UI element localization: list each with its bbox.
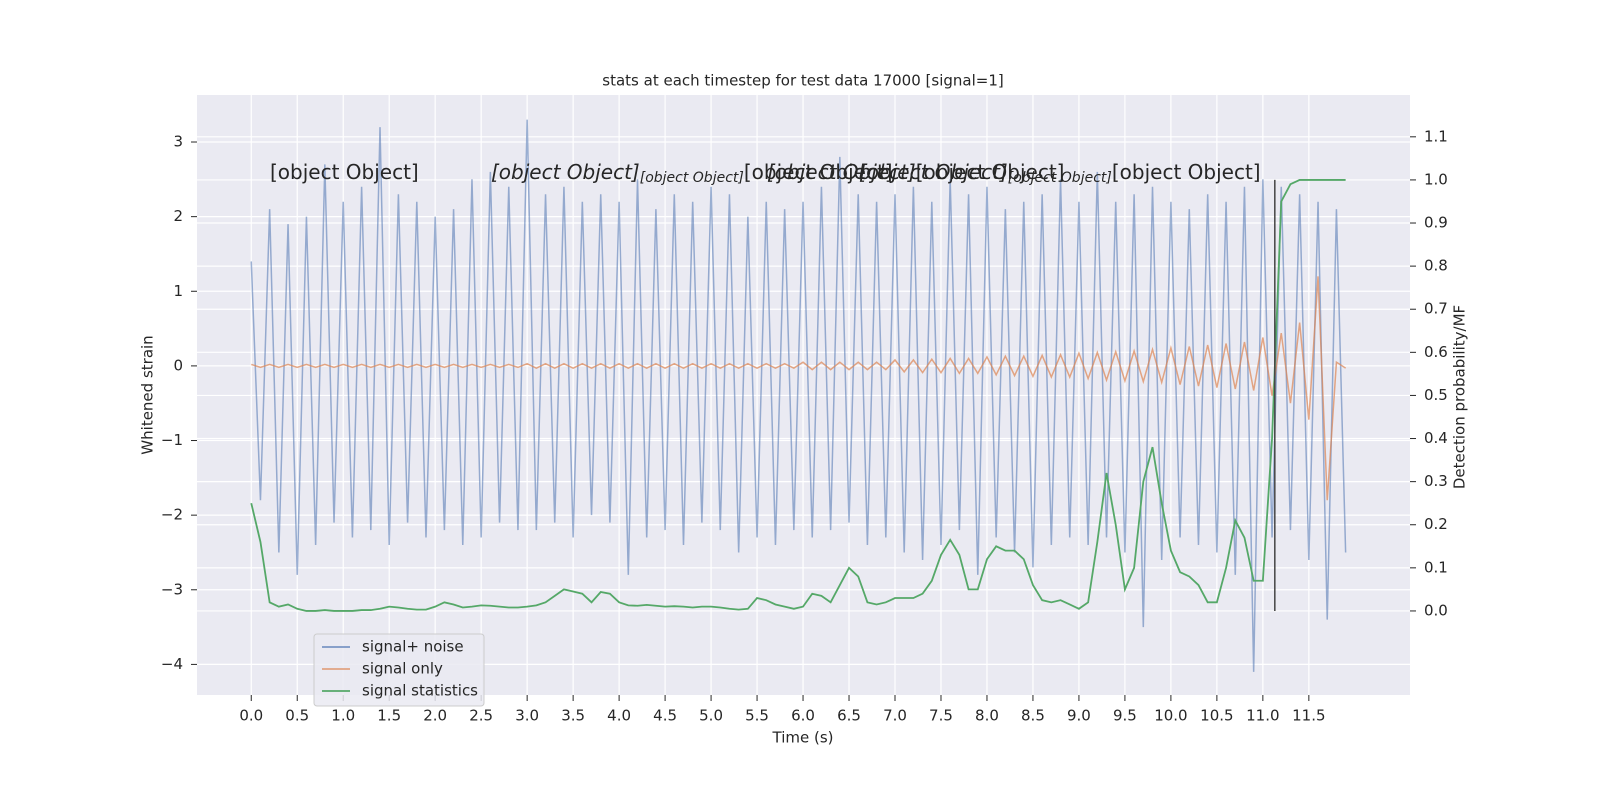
x-tick-label: 10.0 bbox=[1154, 707, 1187, 725]
legend-label: signal statistics bbox=[362, 682, 478, 700]
y2-tick-label: 1.0 bbox=[1424, 170, 1448, 188]
y2-axis-label: Detection probability/MF bbox=[1451, 305, 1469, 489]
y2-tick-label: 0.6 bbox=[1424, 343, 1448, 361]
x-tick-label: 11.5 bbox=[1292, 707, 1325, 725]
annotation: [object Object][object Object][object Ob… bbox=[859, 160, 1261, 187]
annotation-part: [object Object] bbox=[767, 160, 916, 184]
y-tick-label: −1 bbox=[161, 431, 183, 449]
x-tick-label: 8.5 bbox=[1021, 707, 1045, 725]
y2-tick-label: 1.1 bbox=[1424, 127, 1448, 145]
x-tick-label: 3.0 bbox=[515, 707, 539, 725]
annotation: [object Object][object Object][object Ob… bbox=[491, 160, 893, 187]
x-tick-label: 3.5 bbox=[561, 707, 585, 725]
x-tick-label: 9.5 bbox=[1113, 707, 1137, 725]
x-tick-label: 10.5 bbox=[1200, 707, 1233, 725]
y-axis-label: Whitened strain bbox=[139, 335, 157, 454]
y-tick-label: 1 bbox=[173, 282, 183, 300]
y2-tick-label: 0.3 bbox=[1424, 472, 1448, 490]
y-tick-label: −3 bbox=[161, 580, 183, 598]
y2-tick-label: 0.1 bbox=[1424, 558, 1448, 576]
chart-title: stats at each timestep for test data 170… bbox=[602, 72, 1003, 90]
y2-tick-label: 0.9 bbox=[1424, 214, 1448, 232]
x-axis-label: Time (s) bbox=[772, 729, 834, 747]
y2-tick-label: 0.5 bbox=[1424, 386, 1448, 404]
y2-tick-label: 0.4 bbox=[1424, 429, 1448, 447]
annotation-part: [object Object] bbox=[744, 160, 893, 184]
series-line bbox=[251, 276, 1347, 501]
annotation: [object Object][object Object] bbox=[767, 160, 1064, 184]
y-tick-label: −2 bbox=[161, 506, 183, 524]
annotation-part: [object Object] bbox=[640, 170, 744, 186]
y2-tick-label: 0.2 bbox=[1424, 515, 1448, 533]
x-tick-label: 7.0 bbox=[883, 707, 907, 725]
x-tick-label: 11.0 bbox=[1246, 707, 1279, 725]
x-tick-label: 2.0 bbox=[423, 707, 447, 725]
x-tick-label: 5.5 bbox=[745, 707, 769, 725]
annotation-part: [object Object] bbox=[1112, 160, 1261, 184]
y-tick-label: −4 bbox=[161, 655, 183, 673]
series-line bbox=[250, 179, 1346, 612]
y2-tick-label: 0.8 bbox=[1424, 257, 1448, 275]
x-tick-label: 0.0 bbox=[239, 707, 263, 725]
annotation-part: [object Object] bbox=[859, 160, 1008, 184]
x-tick-label: 4.5 bbox=[653, 707, 677, 725]
x-tick-label: 1.5 bbox=[377, 707, 401, 725]
y2-tick-label: 0.7 bbox=[1424, 300, 1448, 318]
y-tick-label: 2 bbox=[173, 207, 183, 225]
x-tick-label: 9.0 bbox=[1067, 707, 1091, 725]
x-tick-label: 2.5 bbox=[469, 707, 493, 725]
y-tick-label: 0 bbox=[173, 356, 183, 374]
annotation: [object Object] bbox=[270, 160, 419, 184]
annotation-part: [object Object] bbox=[491, 160, 640, 184]
x-tick-label: 0.5 bbox=[285, 707, 309, 725]
x-tick-label: 6.5 bbox=[837, 707, 861, 725]
x-tick-label: 7.5 bbox=[929, 707, 953, 725]
legend-label: signal+ noise bbox=[362, 638, 464, 656]
x-tick-label: 4.0 bbox=[607, 707, 631, 725]
annotation-part: [object Object] bbox=[1008, 170, 1112, 186]
x-tick-label: 6.0 bbox=[791, 707, 815, 725]
annotation-part: [object Object] bbox=[270, 160, 419, 184]
legend bbox=[313, 633, 485, 707]
legend-label: signal only bbox=[362, 660, 443, 678]
annotation-part: [object Object] bbox=[916, 160, 1065, 184]
y-tick-label: 3 bbox=[173, 133, 183, 151]
x-tick-label: 1.0 bbox=[331, 707, 355, 725]
y2-tick-label: 0.0 bbox=[1424, 601, 1448, 619]
x-tick-label: 5.0 bbox=[699, 707, 723, 725]
x-tick-label: 8.0 bbox=[975, 707, 999, 725]
